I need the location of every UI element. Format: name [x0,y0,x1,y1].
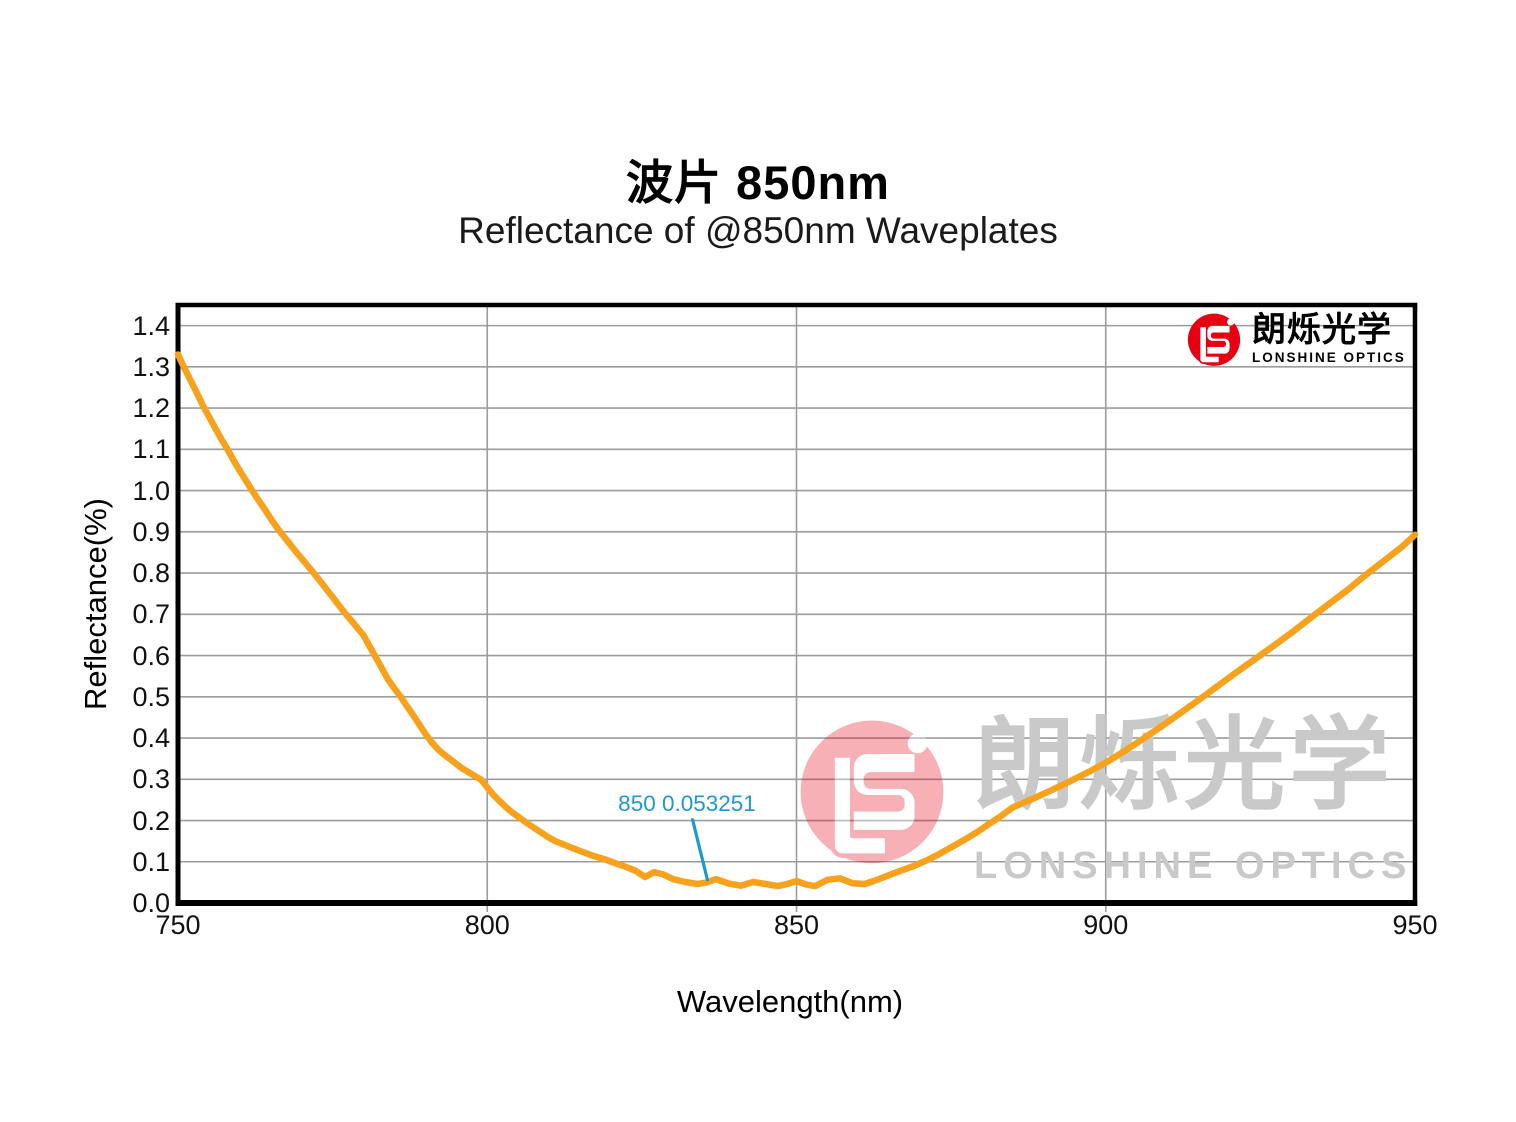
y-axis-title: Reflectance(%) [78,498,113,710]
brand-text: 朗烁光学 LONSHINE OPTICS [1252,311,1406,366]
series-reflectance [174,351,1419,890]
y-tick-label-0.6: 0.6 [132,640,170,671]
x-tick-label-800: 800 [464,910,510,940]
y-tick-label-0.2: 0.2 [132,805,170,836]
brand-cn-text: 朗烁光学 [1252,311,1392,349]
y-tick-label-0.4: 0.4 [132,723,170,754]
y-tick-label-0.9: 0.9 [132,516,170,547]
x-tick-label-950: 950 [1392,910,1438,940]
brand-en-text: LONSHINE OPTICS [1252,350,1406,366]
y-tick-label-1.3: 1.3 [132,351,170,382]
y-tick-label-0.5: 0.5 [132,681,170,712]
data-annotation: 850 0.053251 [618,791,756,816]
y-tick-label-1.0: 1.0 [132,475,170,506]
annotation-pointer-line [690,818,710,882]
y-tick-label-1.4: 1.4 [132,310,170,341]
x-axis-title: Wavelength(nm) [676,984,904,1019]
y-tick-label-0.8: 0.8 [132,558,170,589]
y-tick-label-1.1: 1.1 [132,434,170,465]
page-subtitle: Reflectance of @850nm Waveplates [458,210,1058,251]
page-title: 波片 850nm [626,156,890,209]
x-tick-label-850: 850 [773,910,820,940]
y-tick-label-0.0: 0.0 [132,888,170,918]
y-tick-label-0.3: 0.3 [132,764,170,795]
x-tick-label-750: 750 [155,910,201,940]
y-tick-label-0.1: 0.1 [132,846,170,877]
brand-logo: 朗烁光学 LONSHINE OPTICS [1186,311,1406,372]
x-tick-label-900: 900 [1083,910,1129,940]
y-tick-label-1.2: 1.2 [132,393,170,424]
y-tick-label-0.7: 0.7 [132,599,170,630]
